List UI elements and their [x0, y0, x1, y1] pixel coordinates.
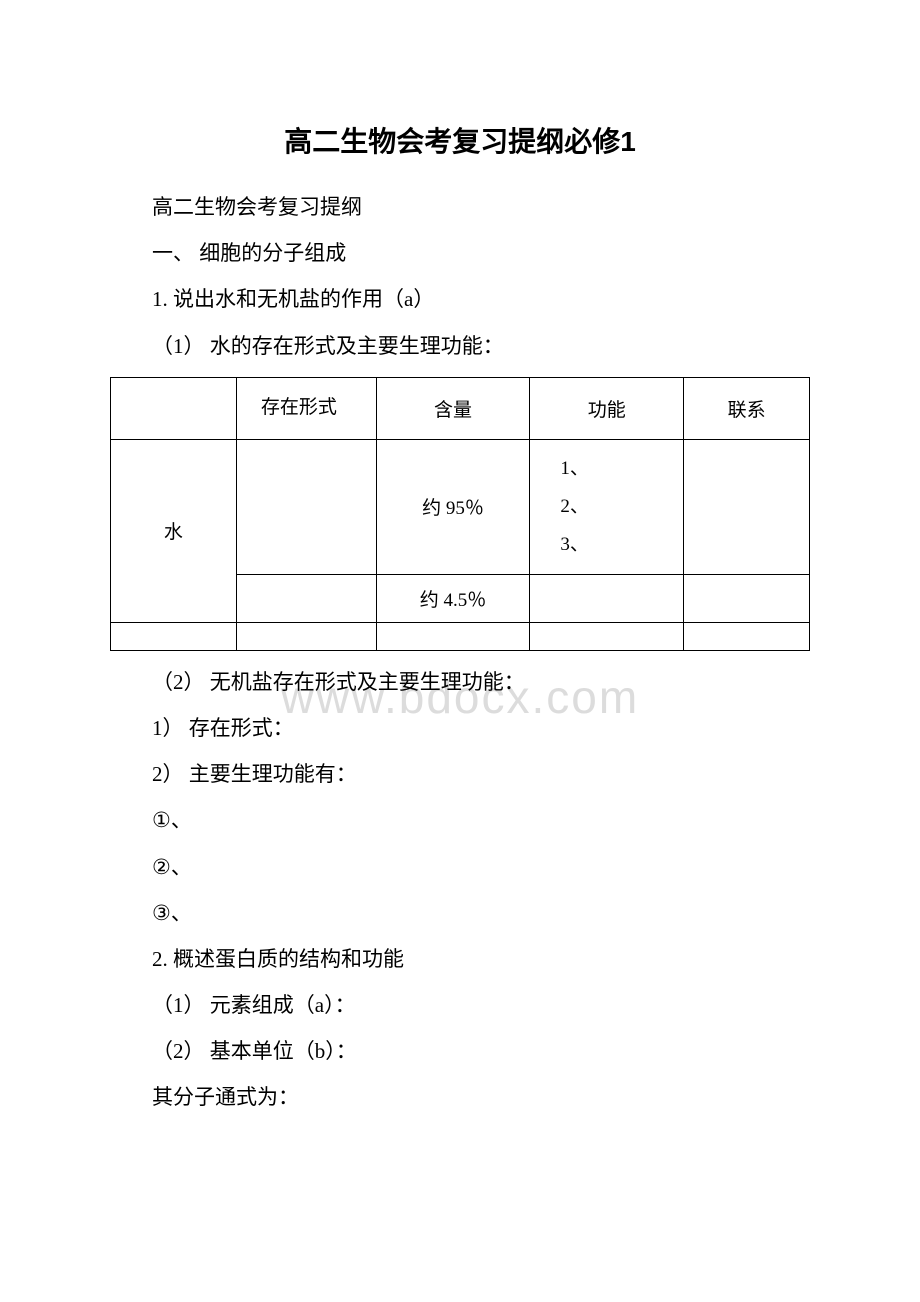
table-cell	[236, 574, 376, 622]
table-cell	[376, 622, 530, 650]
table-cell	[236, 439, 376, 574]
text-line: ②、	[110, 844, 810, 890]
table-cell	[684, 439, 810, 574]
text-line: （1） 水的存在形式及主要生理功能：	[110, 323, 810, 369]
func-item: 2、	[560, 488, 675, 526]
table-cell	[530, 622, 684, 650]
table-cell	[111, 622, 237, 650]
text-line: 2. 概述蛋白质的结构和功能	[110, 936, 810, 982]
text-line: 其分子通式为：	[110, 1074, 810, 1120]
text-line: （2） 无机盐存在形式及主要生理功能：	[110, 659, 810, 705]
table-cell: 约 4.5％	[376, 574, 530, 622]
table-cell	[684, 574, 810, 622]
table-cell	[684, 622, 810, 650]
func-item: 3、	[560, 526, 675, 564]
text-line: 高二生物会考复习提纲	[110, 184, 810, 230]
table-cell-water-label: 水	[111, 439, 237, 622]
water-table: 存在形式 含量 功能 联系 水 约 95％ 1、 2、 3、 约 4.5％	[110, 377, 810, 651]
text-line: 一、 细胞的分子组成	[110, 230, 810, 276]
document-title: 高二生物会考复习提纲必修1	[110, 120, 810, 160]
text-line: ③、	[110, 890, 810, 936]
text-line: （1） 元素组成（a）：	[110, 982, 810, 1028]
table-cell: 约 95％	[376, 439, 530, 574]
table-row	[111, 622, 810, 650]
table-cell-functions: 1、 2、 3、	[530, 439, 684, 574]
text-line: （2） 基本单位（b）：	[110, 1028, 810, 1074]
text-line: 1. 说出水和无机盐的作用（a）	[110, 276, 810, 322]
text-line: ①、	[110, 797, 810, 843]
table-row: 水 约 95％ 1、 2、 3、	[111, 439, 810, 574]
func-item: 1、	[560, 450, 675, 488]
table-header-cell: 含量	[376, 377, 530, 439]
table-header-row: 存在形式 含量 功能 联系	[111, 377, 810, 439]
text-line: 2） 主要生理功能有：	[110, 751, 810, 797]
table-header-cell: 功能	[530, 377, 684, 439]
table-header-cell: 联系	[684, 377, 810, 439]
table-header-cell	[111, 377, 237, 439]
document-content: 高二生物会考复习提纲必修1 高二生物会考复习提纲 一、 细胞的分子组成 1. 说…	[110, 120, 810, 1121]
table-header-cell: 存在形式	[236, 377, 376, 439]
table-cell	[530, 574, 684, 622]
table-cell	[236, 622, 376, 650]
text-line: 1） 存在形式：	[110, 705, 810, 751]
